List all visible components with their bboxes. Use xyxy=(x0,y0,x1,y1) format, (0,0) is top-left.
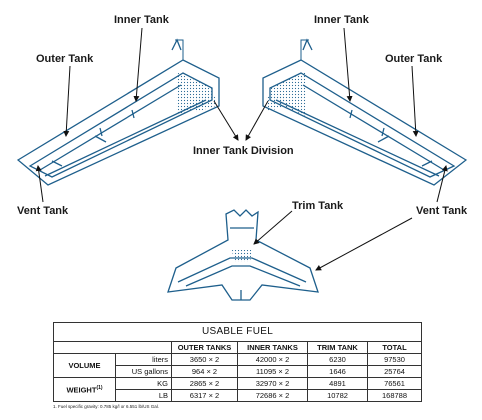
footnote: 1. Fuel specific gravity: 0.785 kg/l or … xyxy=(53,404,160,409)
label-trim-tank: Trim Tank xyxy=(292,200,344,212)
fuel-tank-diagram xyxy=(16,27,468,301)
table-cell: 168788 xyxy=(366,389,423,402)
label-inner-tank-left: Inner Tank xyxy=(114,14,169,26)
unit-cell: KG xyxy=(115,377,172,390)
table-cell: 76561 xyxy=(366,377,423,390)
table-cell: 32970 × 2 xyxy=(237,377,308,390)
table-cell: 42000 × 2 xyxy=(237,353,308,366)
label-outer-tank-right: Outer Tank xyxy=(385,53,443,65)
table-cell: 25764 xyxy=(366,365,423,378)
group-volume: VOLUME xyxy=(53,353,116,378)
group-weight: WEIGHT(1) xyxy=(53,377,116,402)
weight-footnote-marker: (1) xyxy=(96,385,103,392)
usable-fuel-table-wrap: USABLE FUEL OUTER TANKS INNER TANKS TRIM… xyxy=(52,322,423,402)
table-cell: 6317 × 2 xyxy=(171,389,238,402)
table-row: LB 6317 × 2 72686 × 2 10782 168788 xyxy=(54,389,423,402)
table-cell: 964 × 2 xyxy=(171,365,238,378)
table-cell: 10782 xyxy=(307,389,368,402)
table-cell: 1646 xyxy=(307,365,368,378)
header-total: TOTAL xyxy=(366,341,423,354)
callout-arrows xyxy=(35,27,448,271)
unit-cell: US gallons xyxy=(115,365,172,378)
left-wing xyxy=(16,38,220,186)
table-title: USABLE FUEL xyxy=(52,322,423,342)
tail-section xyxy=(167,209,319,301)
header-outer-tanks: OUTER TANKS xyxy=(171,341,238,354)
table-cell: 11095 × 2 xyxy=(237,365,308,378)
label-inner-tank-right: Inner Tank xyxy=(314,14,369,26)
table-cell: 2865 × 2 xyxy=(171,377,238,390)
label-outer-tank-left: Outer Tank xyxy=(36,53,94,65)
inner-tank-division-hatch-left xyxy=(176,72,212,116)
table-cell: 3650 × 2 xyxy=(171,353,238,366)
table-cell: 6230 xyxy=(307,353,368,366)
table-cell: 97530 xyxy=(366,353,423,366)
table-header-row: OUTER TANKS INNER TANKS TRIM TANK TOTAL xyxy=(53,341,423,354)
header-trim-tank: TRIM TANK xyxy=(307,341,368,354)
table-row: US gallons 964 × 2 11095 × 2 1646 25764 xyxy=(54,365,423,378)
table-cell: 72686 × 2 xyxy=(237,389,308,402)
label-inner-tank-division: Inner Tank Division xyxy=(193,145,294,157)
label-vent-tank-left: Vent Tank xyxy=(17,205,69,217)
label-vent-tank-right: Vent Tank xyxy=(416,205,468,217)
table-cell: 4891 xyxy=(307,377,368,390)
inner-tank-division-hatch-right xyxy=(270,72,306,116)
table-row: VOLUME liters 3650 × 2 42000 × 2 6230 97… xyxy=(53,353,423,378)
unit-cell: LB xyxy=(115,389,172,402)
table-row: WEIGHT(1) KG 2865 × 2 32970 × 2 4891 765… xyxy=(53,377,423,402)
header-inner-tanks: INNER TANKS xyxy=(237,341,308,354)
group-weight-label: WEIGHT xyxy=(66,385,97,395)
right-wing xyxy=(262,38,468,186)
unit-cell: liters xyxy=(115,353,172,366)
usable-fuel-table: USABLE FUEL OUTER TANKS INNER TANKS TRIM… xyxy=(52,322,423,402)
